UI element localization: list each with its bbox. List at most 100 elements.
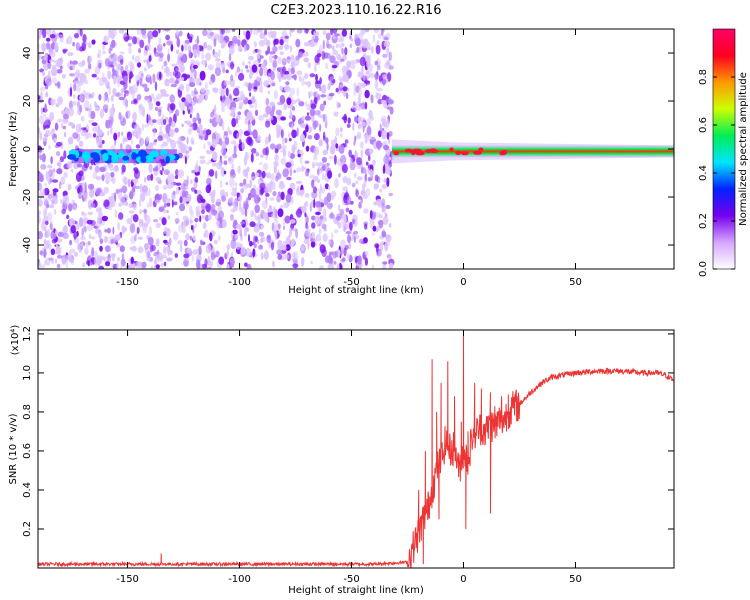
noise-speckle — [278, 229, 282, 235]
noise-speckle — [378, 214, 384, 219]
noise-speckle — [206, 150, 213, 155]
noise-speckle — [269, 143, 276, 150]
noise-speckle — [50, 98, 56, 105]
noise-speckle — [354, 37, 361, 47]
noise-speckle — [338, 76, 343, 81]
noise-speckle — [281, 244, 287, 251]
noise-speckle — [65, 254, 69, 262]
noise-speckle — [49, 59, 55, 63]
noise-speckle — [83, 100, 90, 109]
noise-speckle — [73, 80, 80, 85]
noise-speckle — [105, 178, 110, 185]
noise-speckle — [351, 182, 356, 188]
noise-speckle — [122, 32, 128, 37]
noise-speckle — [88, 233, 92, 239]
noise-speckle — [383, 204, 387, 215]
noise-speckle — [133, 203, 137, 211]
noise-speckle — [305, 145, 310, 152]
noise-speckle — [238, 72, 245, 81]
noise-speckle — [203, 232, 206, 237]
noise-speckle — [372, 159, 376, 166]
noise-speckle — [369, 116, 374, 121]
noise-speckle — [90, 202, 96, 208]
noise-speckle — [254, 204, 260, 214]
noise-speckle — [269, 116, 274, 121]
snr-x-axis: -150 -100 -50 0 50 — [116, 330, 582, 585]
noise-speckle — [121, 253, 125, 260]
noise-speckle — [374, 174, 379, 182]
noise-speckle — [326, 142, 329, 151]
noise-speckle — [175, 109, 180, 117]
noise-speckle — [69, 239, 73, 246]
noise-speckle — [273, 89, 278, 100]
noise-speckle — [330, 190, 337, 198]
noise-speckle — [234, 98, 238, 103]
noise-speckle — [45, 130, 52, 136]
noise-speckle — [381, 184, 388, 190]
noise-speckle — [98, 265, 105, 269]
noise-speckle — [316, 233, 322, 242]
noise-speckle — [129, 223, 136, 234]
noise-speckle — [229, 112, 235, 117]
noise-speckle — [308, 90, 314, 97]
noise-speckle — [382, 216, 389, 225]
noise-speckle — [328, 263, 332, 269]
noise-speckle — [335, 143, 339, 149]
noise-speckle — [208, 80, 213, 85]
noise-speckle — [232, 205, 239, 212]
noise-speckle — [223, 131, 229, 136]
noise-speckle — [310, 238, 316, 243]
noise-speckle — [178, 30, 183, 37]
noise-speckle — [211, 138, 217, 148]
noise-speckle — [175, 67, 179, 72]
noise-speckle — [161, 167, 164, 172]
noise-speckle — [160, 263, 164, 268]
noise-speckle — [304, 212, 307, 218]
noise-speckle — [78, 249, 82, 253]
noise-speckle — [329, 55, 336, 64]
noise-speckle — [216, 220, 220, 226]
noise-speckle — [239, 91, 245, 98]
noise-speckle — [135, 261, 141, 269]
noise-speckle — [315, 73, 318, 82]
noise-speckle — [212, 109, 215, 116]
noise-speckle — [381, 99, 386, 104]
noise-speckle — [169, 77, 175, 84]
noise-speckle — [152, 30, 159, 38]
noise-speckle — [143, 208, 147, 214]
noise-speckle — [38, 31, 42, 40]
noise-speckle — [344, 47, 348, 56]
noise-speckle — [271, 82, 276, 87]
noise-speckle — [205, 129, 212, 136]
noise-speckle — [95, 207, 103, 213]
noise-speckle — [60, 176, 66, 184]
noise-speckle — [122, 226, 128, 233]
noise-speckle — [265, 192, 270, 197]
noise-speckle — [283, 103, 288, 111]
noise-speckle — [215, 170, 218, 179]
noise-speckle — [49, 34, 56, 39]
noise-speckle — [181, 44, 184, 52]
noise-speckle — [239, 45, 242, 51]
noise-speckle — [134, 123, 140, 134]
noise-speckle — [136, 29, 142, 35]
noise-speckle — [243, 156, 248, 166]
noise-speckle — [383, 144, 390, 151]
noise-speckle — [99, 238, 104, 244]
noise-speckle — [325, 137, 329, 144]
noise-speckle — [233, 38, 237, 43]
noise-speckle — [144, 243, 149, 250]
noise-speckle — [153, 259, 158, 265]
noise-speckle — [238, 228, 241, 237]
noise-speckle — [192, 117, 197, 123]
noise-speckle — [315, 31, 319, 36]
noise-speckle — [174, 175, 179, 180]
noise-speckle — [264, 29, 268, 36]
noise-speckle — [201, 59, 207, 66]
noise-speckle — [88, 183, 95, 190]
noise-speckle — [322, 39, 325, 50]
noise-speckle — [192, 64, 198, 69]
noise-speckle — [282, 168, 289, 178]
strong-band-peak — [473, 150, 482, 155]
noise-speckle — [148, 101, 153, 111]
